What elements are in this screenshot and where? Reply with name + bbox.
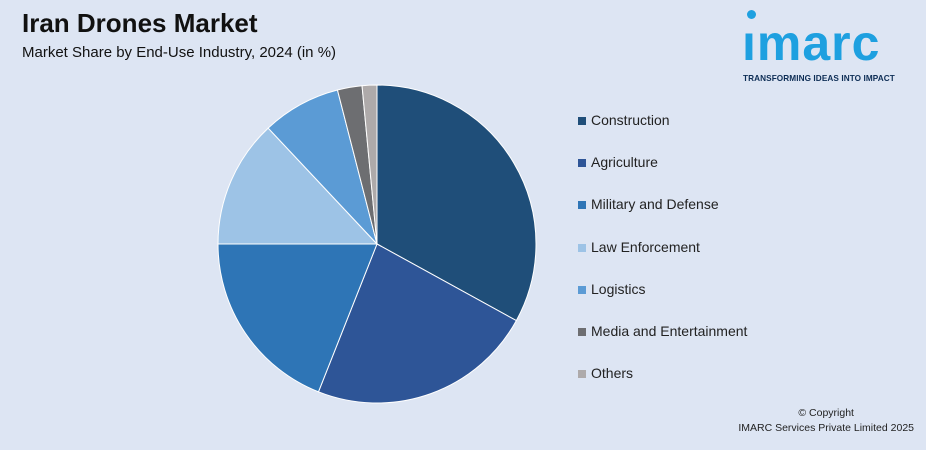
legend-item: Law Enforcement bbox=[578, 239, 747, 281]
legend-label: Agriculture bbox=[591, 154, 658, 171]
legend-swatch bbox=[578, 285, 586, 294]
logo-dot-icon bbox=[747, 10, 756, 19]
copyright: © Copyright IMARC Services Private Limit… bbox=[738, 406, 914, 436]
legend-item: Logistics bbox=[578, 281, 747, 323]
logo-tagline: TRANSFORMING IDEAS INTO IMPACT bbox=[743, 74, 895, 83]
legend-label: Military and Defense bbox=[591, 196, 719, 213]
pie-slice-construction bbox=[376, 84, 537, 322]
copyright-line: © Copyright bbox=[798, 407, 854, 419]
pie-slice-law-enforcement bbox=[217, 127, 379, 245]
legend-swatch bbox=[578, 370, 586, 379]
legend-label: Construction bbox=[591, 112, 670, 128]
page-subtitle: Market Share by End-Use Industry, 2024 (… bbox=[22, 44, 337, 61]
legend-item: Media and Entertainment bbox=[578, 323, 747, 365]
legend-swatch bbox=[578, 327, 586, 336]
page-title: Iran Drones Market bbox=[22, 8, 258, 38]
legend-label: Logistics bbox=[591, 280, 646, 297]
legend-item: Agriculture bbox=[578, 154, 747, 196]
legend-swatch bbox=[578, 201, 586, 210]
logo-wordmark: ımarc bbox=[742, 15, 881, 71]
legend-item: Military and Defense bbox=[578, 196, 747, 238]
imarc-logo: ımarc TRANSFORMING IDEAS INTO IMPACT bbox=[742, 8, 920, 88]
legend-swatch bbox=[578, 243, 586, 252]
pie-slice-agriculture bbox=[317, 243, 518, 404]
legend-swatch bbox=[578, 159, 586, 168]
pie-slice-others bbox=[361, 84, 378, 245]
legend-label: Media and Entertainment bbox=[591, 322, 748, 339]
legend-item: Construction bbox=[578, 112, 747, 154]
legend-label: Law Enforcement bbox=[591, 238, 700, 255]
legend-item: Others bbox=[578, 365, 747, 407]
copyright-company: IMARC Services Private Limited 2025 bbox=[738, 422, 914, 434]
pie-slice-military-and-defense bbox=[217, 243, 378, 393]
legend-label: Others bbox=[591, 365, 634, 382]
chart-legend: Construction Agriculture Military and Defe… bbox=[578, 112, 747, 407]
legend-swatch bbox=[578, 117, 586, 125]
